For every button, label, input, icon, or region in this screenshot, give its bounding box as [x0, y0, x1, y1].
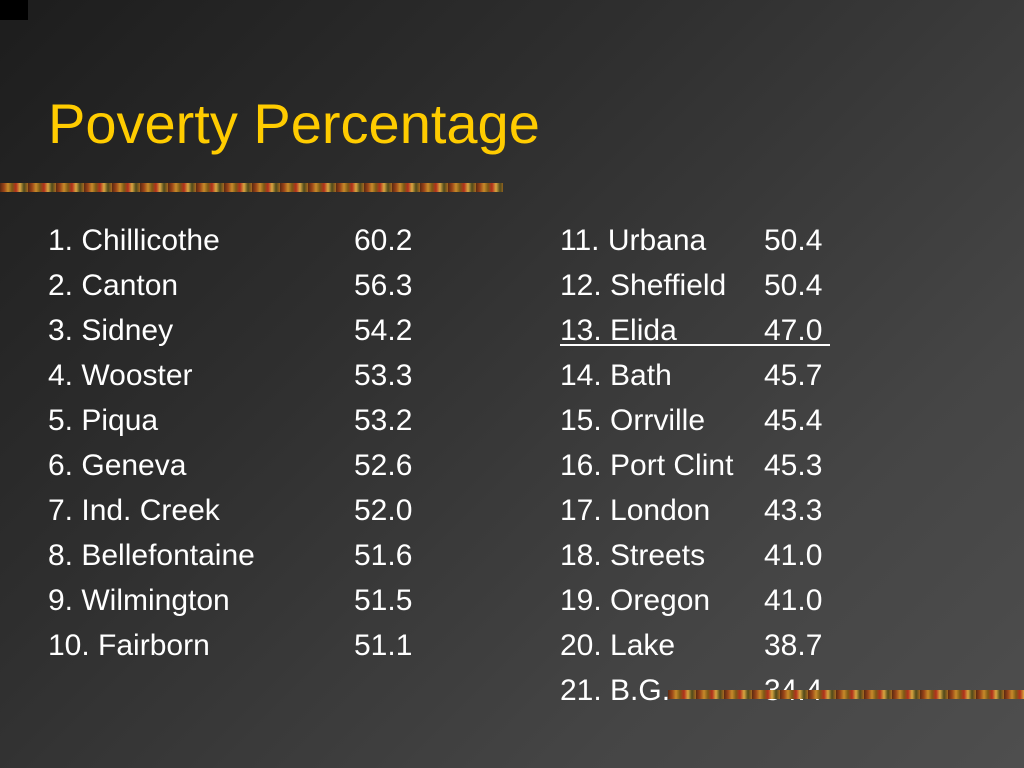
city-name: 1. Chillicothe — [48, 224, 220, 257]
poverty-value: 47.0 — [764, 314, 823, 347]
poverty-value: 45.4 — [764, 404, 823, 437]
poverty-value: 60.2 — [354, 224, 413, 257]
city-name: 6. Geneva — [48, 449, 187, 482]
poverty-value: 52.6 — [354, 449, 413, 482]
city-name: 4. Wooster — [48, 359, 193, 392]
poverty-value: 45.3 — [764, 449, 823, 482]
city-name: 16. Port Clint — [560, 449, 734, 482]
poverty-value: 38.7 — [764, 629, 823, 662]
poverty-value: 56.3 — [354, 269, 413, 302]
poverty-value: 51.1 — [354, 629, 413, 662]
city-name: 19. Oregon — [560, 584, 711, 617]
city-name: 18. Streets — [560, 539, 706, 572]
city-name: 13. Elida — [560, 314, 677, 347]
city-name: 11. Urbana — [560, 224, 707, 257]
city-name: 9. Wilmington — [48, 584, 230, 617]
poverty-value: 53.3 — [354, 359, 413, 392]
city-name: 15. Orrville — [560, 404, 706, 437]
city-name: 5. Piqua — [48, 404, 159, 437]
corner-decoration — [0, 0, 28, 20]
poverty-value: 41.0 — [764, 539, 823, 572]
city-name: 14. Bath — [560, 359, 672, 392]
city-name: 3. Sidney — [48, 314, 174, 347]
city-name: 10. Fairborn — [48, 629, 210, 662]
poverty-value: 54.2 — [354, 314, 413, 347]
slide-title: Poverty Percentage — [48, 92, 540, 155]
city-name: 7. Ind. Creek — [48, 494, 220, 527]
decorative-stripe-bottom — [668, 690, 1024, 699]
city-name: 2. Canton — [48, 269, 179, 302]
city-name: 17. London — [560, 494, 711, 527]
poverty-value: 50.4 — [764, 269, 823, 302]
city-name: 8. Bellefontaine — [48, 539, 255, 572]
poverty-value: 52.0 — [354, 494, 413, 527]
poverty-value: 51.6 — [354, 539, 413, 572]
poverty-value: 53.2 — [354, 404, 413, 437]
city-name: 20. Lake — [560, 629, 676, 662]
poverty-value: 43.3 — [764, 494, 823, 527]
poverty-value: 45.7 — [764, 359, 823, 392]
poverty-value: 50.4 — [764, 224, 823, 257]
decorative-stripe-top — [0, 183, 503, 192]
city-name: 21. B.G. — [560, 674, 671, 707]
poverty-value: 51.5 — [354, 584, 413, 617]
city-name: 12. Sheffield — [560, 269, 727, 302]
poverty-value: 41.0 — [764, 584, 823, 617]
